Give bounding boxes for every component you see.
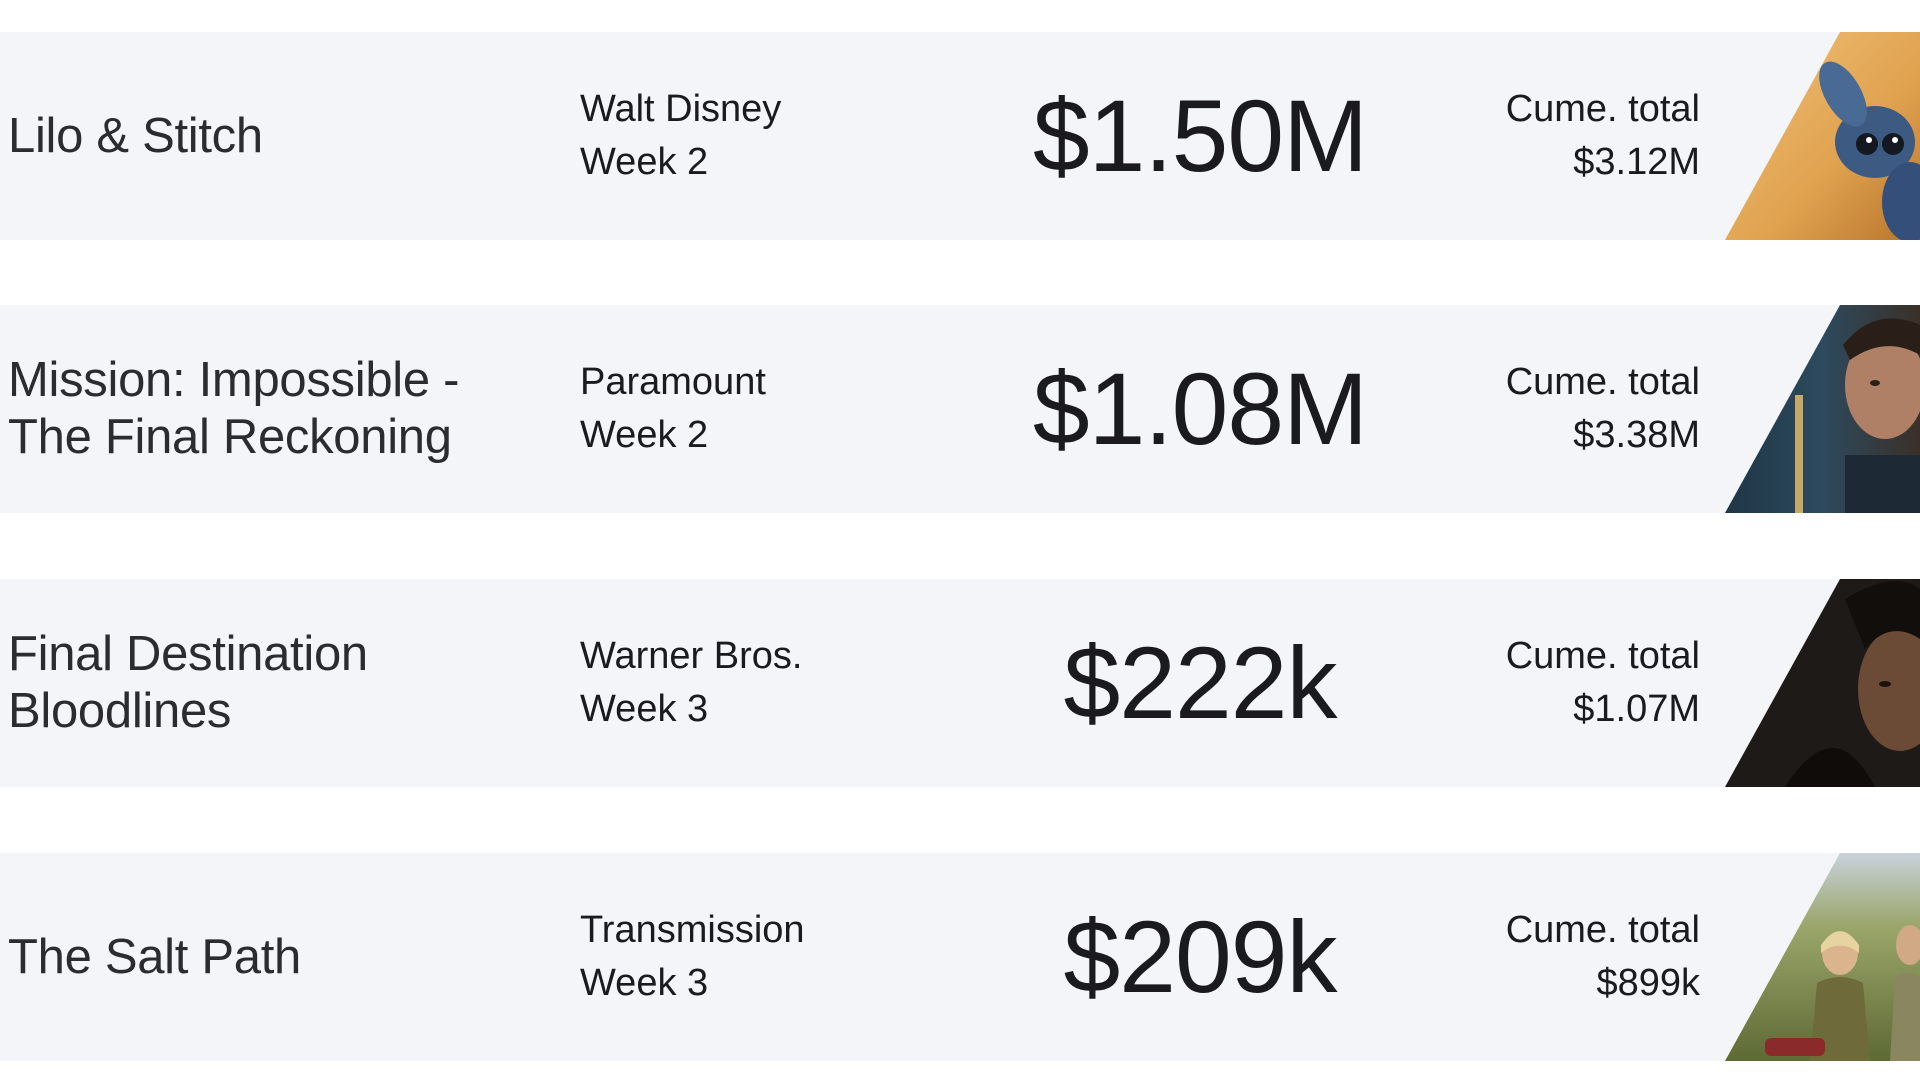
cume-label: Cume. total [1505,361,1700,403]
release-week: Week 2 [580,141,709,183]
cume-total: Cume. total $3.12M [1400,32,1700,240]
distributor-name: Paramount [580,361,766,403]
cume-total: Cume. total $3.38M [1400,305,1700,513]
list-item: Lilo & Stitch Walt Disney Week 2 $1.50M … [0,32,1920,240]
cume-value: $899k [1596,962,1700,1004]
film-title: The Salt Path [8,853,528,1061]
list-item: The Salt Path Transmission Week 3 $209k … [0,853,1920,1061]
cume-value: $1.07M [1573,688,1700,730]
film-title-line: The Final Reckoning [8,410,452,464]
release-week: Week 3 [580,962,709,1004]
distributor-name: Transmission [580,909,805,951]
distributor-name: Warner Bros. [580,635,803,677]
distributor-info: Paramount Week 2 [580,305,920,513]
film-title-line: Final Destination [8,627,368,681]
weekend-gross: $222k [1063,625,1338,740]
film-title: Mission: Impossible - The Final Reckonin… [8,305,528,513]
cume-total: Cume. total $1.07M [1400,579,1700,787]
salt-path-thumbnail [1725,853,1920,1061]
distributor-name: Walt Disney [580,88,782,130]
list-item: Final Destination Bloodlines Warner Bros… [0,579,1920,787]
cume-label: Cume. total [1505,635,1700,677]
list-item: Mission: Impossible - The Final Reckonin… [0,305,1920,513]
film-title: Final Destination Bloodlines [8,579,528,787]
film-title-line: Lilo & Stitch [8,108,263,163]
cume-total: Cume. total $899k [1400,853,1700,1061]
weekend-gross: $209k [1063,899,1338,1014]
distributor-info: Warner Bros. Week 3 [580,579,920,787]
film-title-line: Mission: Impossible - [8,353,460,407]
film-title: Lilo & Stitch [8,32,528,240]
film-title-line: Bloodlines [8,684,232,738]
distributor-info: Walt Disney Week 2 [580,32,920,240]
cume-label: Cume. total [1505,909,1700,951]
stitch-poster-thumbnail [1725,32,1920,240]
weekend-gross: $1.08M [1032,351,1368,466]
mission-impossible-thumbnail [1725,305,1920,513]
cume-value: $3.38M [1573,414,1700,456]
cume-value: $3.12M [1573,141,1700,183]
cume-label: Cume. total [1505,88,1700,130]
final-destination-thumbnail [1725,579,1920,787]
release-week: Week 2 [580,414,709,456]
film-title-line: The Salt Path [8,929,301,984]
release-week: Week 3 [580,688,709,730]
distributor-info: Transmission Week 3 [580,853,920,1061]
weekend-gross: $1.50M [1032,78,1368,193]
